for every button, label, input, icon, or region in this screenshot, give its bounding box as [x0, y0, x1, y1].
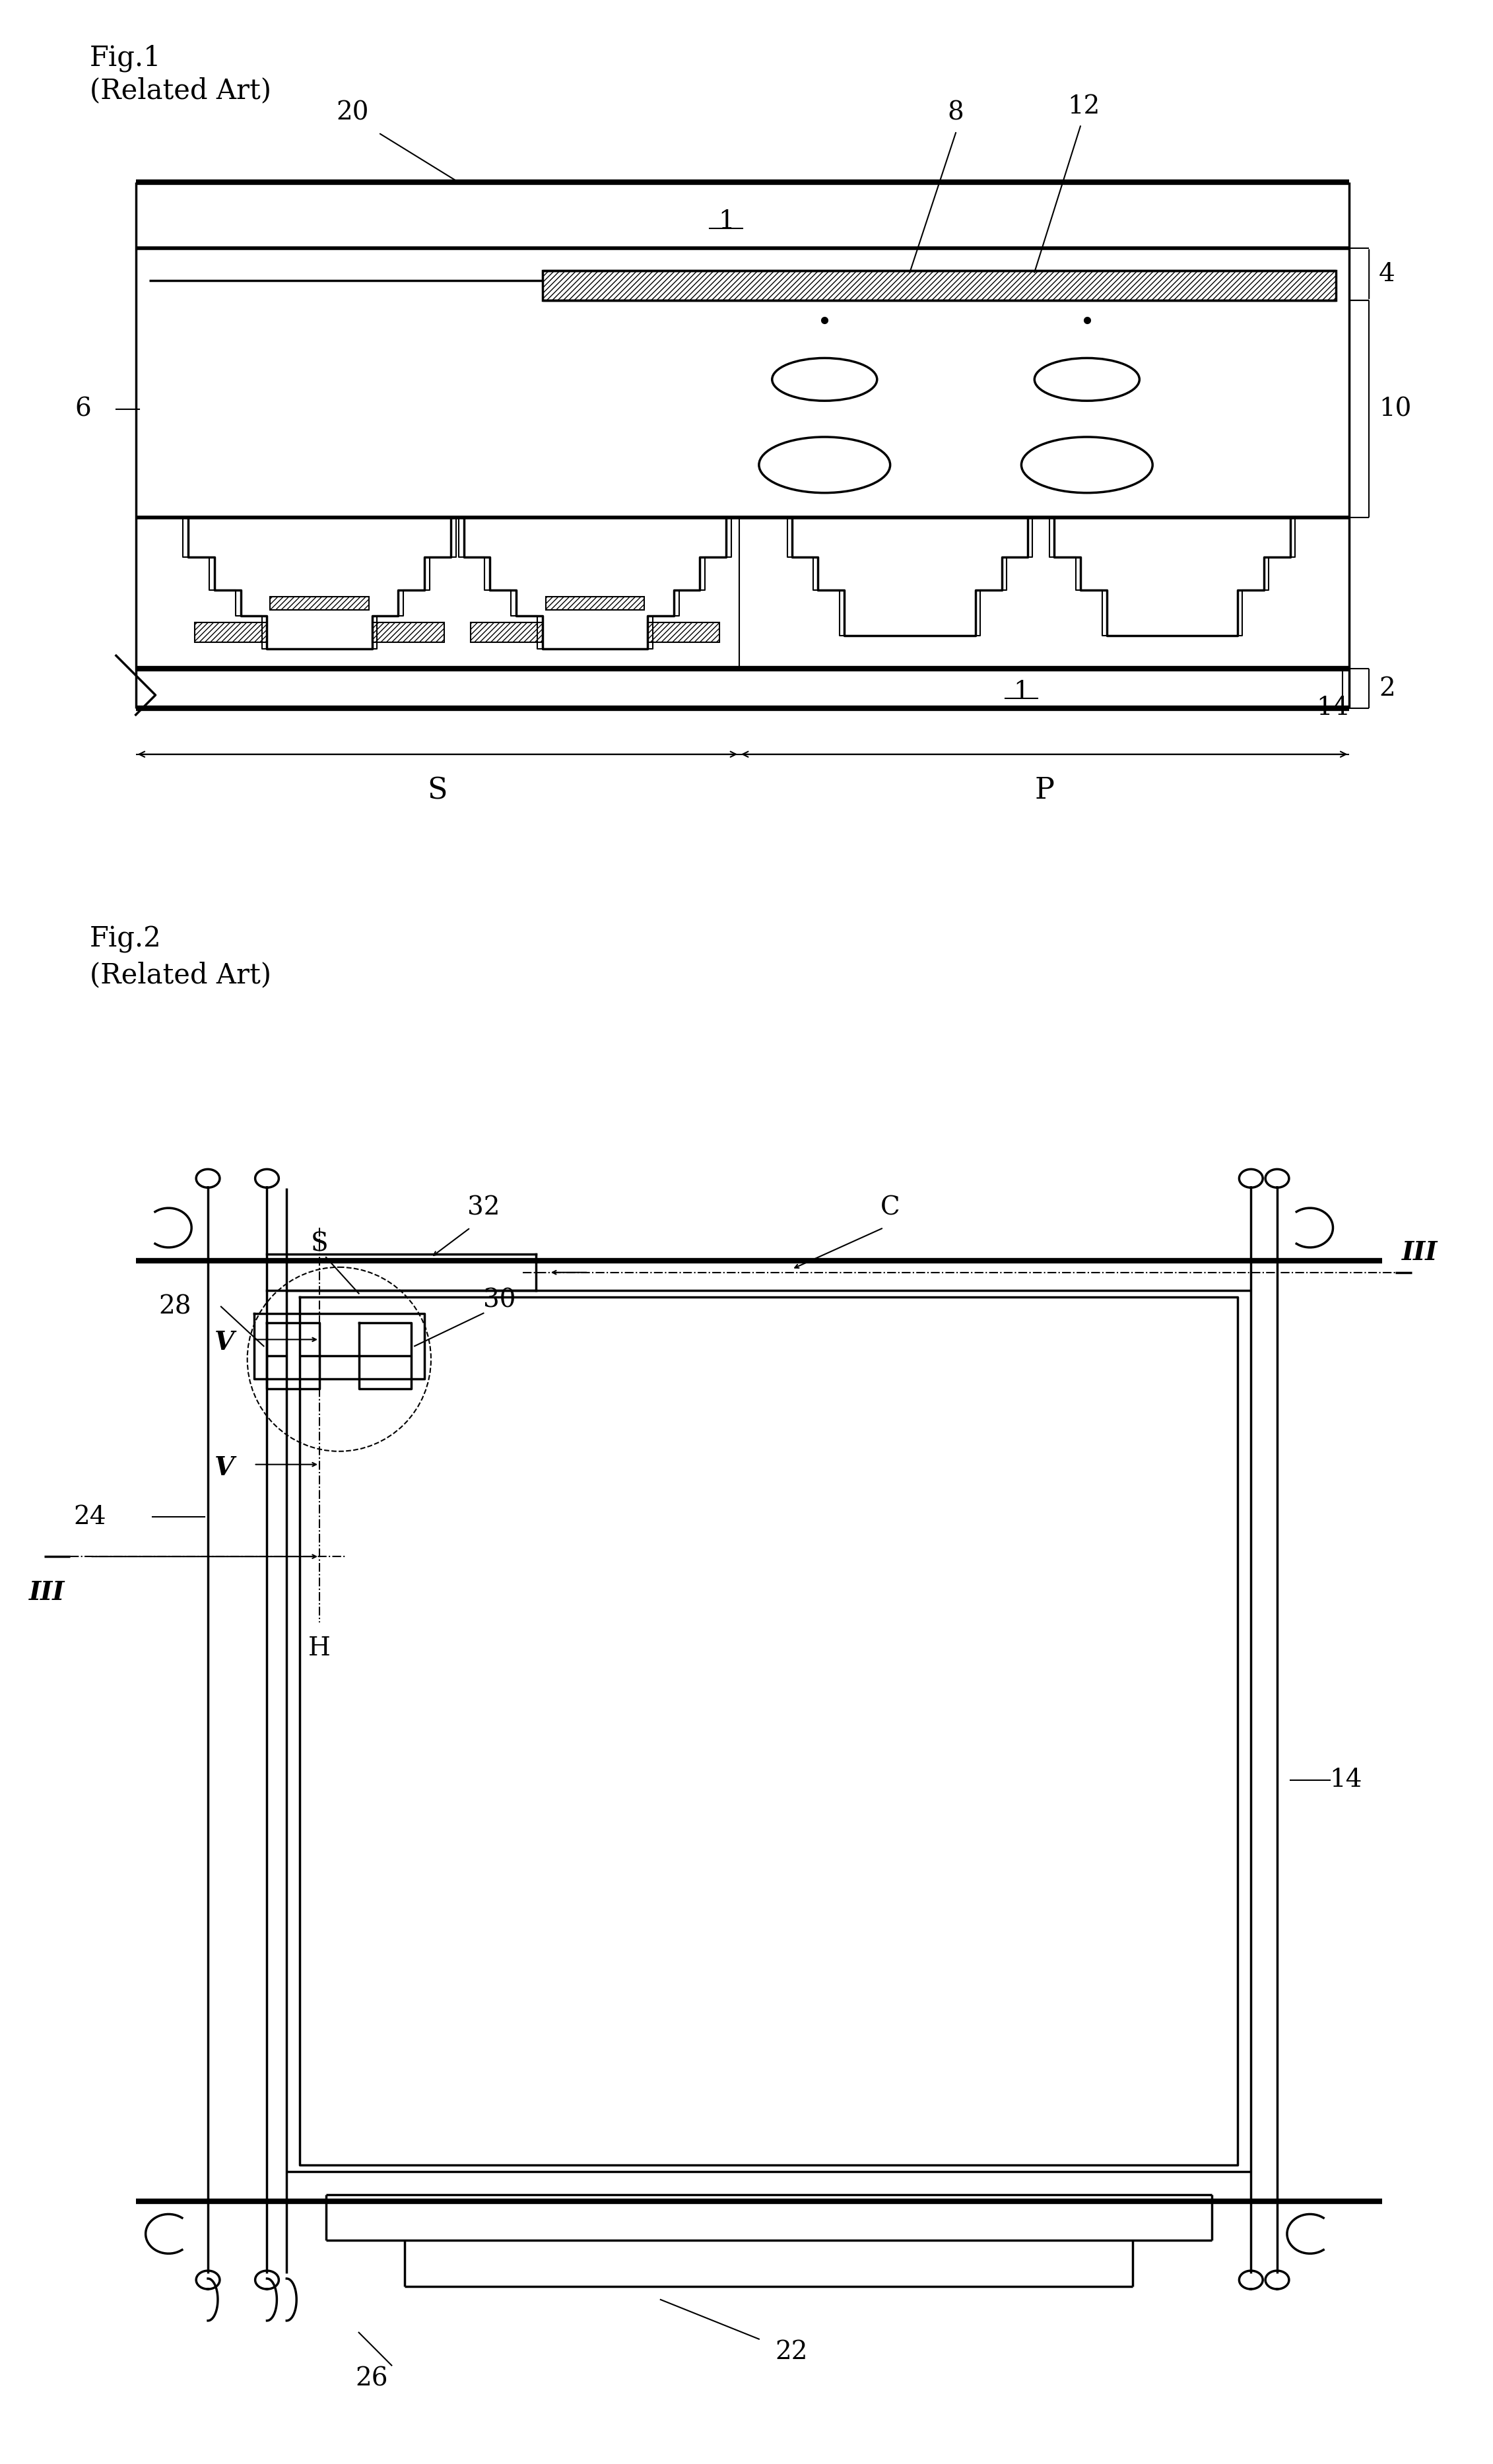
- Text: 20: 20: [336, 101, 369, 126]
- Text: V: V: [215, 1456, 234, 1481]
- Text: 28: 28: [158, 1294, 191, 1318]
- Text: C: C: [881, 1195, 900, 1220]
- Bar: [648, 623, 720, 643]
- Text: V: V: [215, 1331, 234, 1355]
- Text: 14: 14: [1330, 1767, 1362, 1791]
- Text: 2: 2: [1380, 675, 1394, 700]
- Bar: [372, 623, 443, 643]
- Text: 10: 10: [1380, 397, 1411, 421]
- Text: 24: 24: [73, 1506, 106, 1530]
- Text: Fig.2: Fig.2: [90, 924, 161, 954]
- Text: S: S: [427, 776, 448, 806]
- Text: 22: 22: [775, 2341, 808, 2365]
- Bar: [546, 596, 643, 609]
- Bar: [270, 596, 369, 609]
- Ellipse shape: [772, 357, 876, 402]
- Text: III: III: [1402, 1239, 1438, 1264]
- Text: Fig.1: Fig.1: [90, 44, 161, 71]
- Text: (Related Art): (Related Art): [90, 76, 272, 103]
- Text: P: P: [1035, 776, 1054, 806]
- Text: 30: 30: [484, 1289, 517, 1313]
- Ellipse shape: [758, 436, 890, 493]
- Ellipse shape: [1021, 436, 1153, 493]
- Text: 4: 4: [1380, 261, 1396, 286]
- Text: H: H: [308, 1636, 330, 1661]
- Text: 14: 14: [1317, 695, 1350, 719]
- Text: 6: 6: [75, 397, 91, 421]
- Text: (Related Art): (Related Art): [90, 961, 272, 988]
- Text: 1: 1: [718, 209, 735, 234]
- Text: 1: 1: [1014, 680, 1030, 705]
- Text: 26: 26: [355, 2365, 388, 2390]
- Text: 12: 12: [1067, 94, 1100, 118]
- Text: S: S: [311, 1232, 328, 1257]
- Ellipse shape: [1035, 357, 1139, 402]
- Text: 32: 32: [467, 1195, 500, 1220]
- Text: 8: 8: [948, 101, 964, 126]
- Text: III: III: [30, 1579, 66, 1604]
- Bar: [470, 623, 542, 643]
- Bar: [194, 623, 267, 643]
- Bar: [542, 271, 1336, 301]
